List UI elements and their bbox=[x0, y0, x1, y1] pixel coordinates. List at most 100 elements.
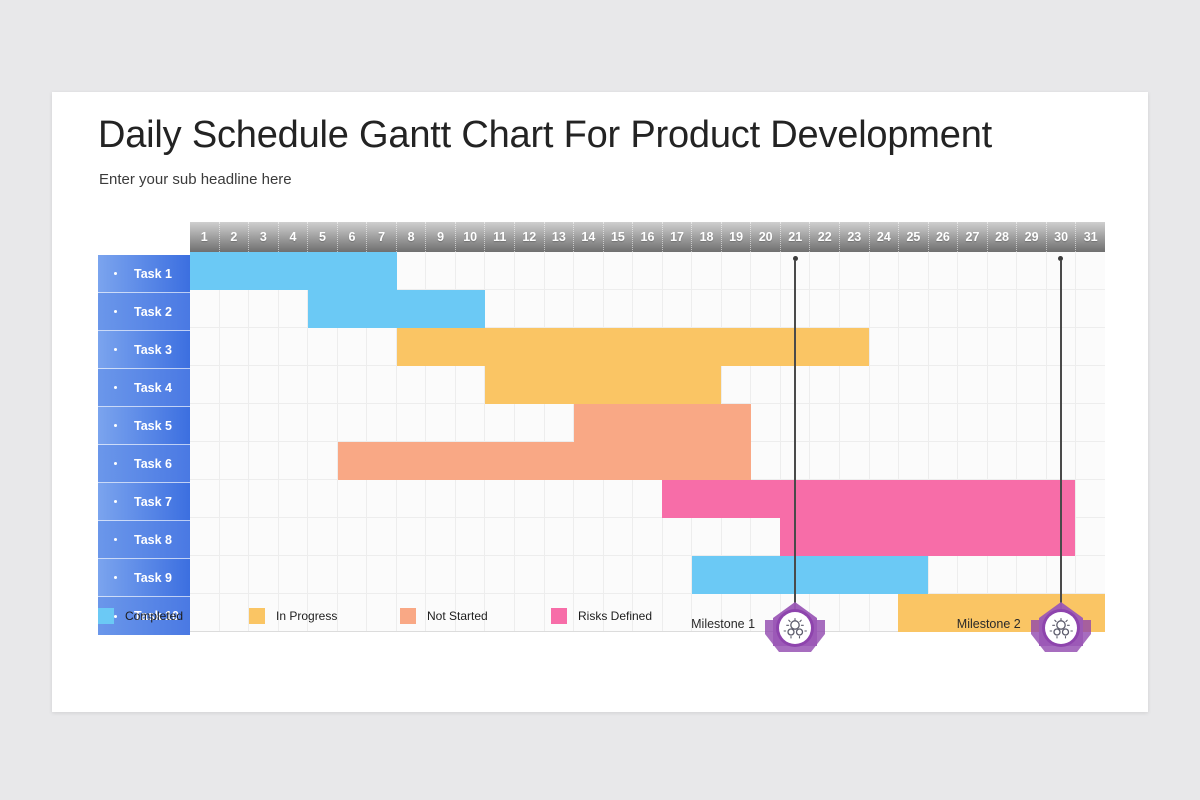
grid-cell bbox=[988, 290, 1018, 327]
grid-row bbox=[190, 556, 1105, 594]
grid-cell bbox=[426, 366, 456, 403]
grid-cell bbox=[604, 480, 634, 517]
day-header-cell-22: 22 bbox=[810, 222, 841, 252]
grid-cell bbox=[397, 556, 427, 593]
grid-row bbox=[190, 442, 1105, 480]
grid-cell bbox=[604, 252, 634, 289]
legend-item[interactable]: Risks Defined bbox=[551, 605, 652, 627]
grid-cell bbox=[220, 480, 250, 517]
grid-cell bbox=[338, 252, 368, 289]
grid-cell bbox=[190, 328, 220, 365]
grid-cell bbox=[1047, 328, 1077, 365]
grid-cell bbox=[308, 442, 338, 479]
grid-cell bbox=[485, 366, 516, 403]
grid-cell bbox=[604, 328, 634, 365]
grid-cell bbox=[633, 328, 663, 365]
grid-cell bbox=[545, 594, 575, 631]
grid-cell bbox=[426, 252, 456, 289]
grid-cell bbox=[545, 328, 575, 365]
grid-cell bbox=[988, 480, 1018, 517]
grid-cell bbox=[456, 556, 486, 593]
task-label-row[interactable]: Task 8 bbox=[98, 521, 190, 559]
day-header-cell-27: 27 bbox=[958, 222, 988, 252]
grid-cell bbox=[426, 556, 456, 593]
grid-cell bbox=[633, 252, 663, 289]
grid-cell bbox=[397, 404, 427, 441]
task-label-text: Task 10 bbox=[134, 609, 179, 623]
grid-cell bbox=[426, 442, 456, 479]
grid-cell bbox=[456, 518, 486, 555]
task-label-row[interactable]: Task 6 bbox=[98, 445, 190, 483]
grid-cell bbox=[1076, 252, 1105, 289]
grid-cell bbox=[958, 252, 988, 289]
grid-cell bbox=[870, 480, 900, 517]
grid-cell bbox=[279, 480, 309, 517]
grid-cell bbox=[663, 252, 693, 289]
day-header-cell-7: 7 bbox=[367, 222, 397, 252]
grid-cell bbox=[308, 328, 338, 365]
task-label-text: Task 5 bbox=[134, 418, 172, 433]
grid-cell bbox=[1076, 290, 1105, 327]
grid-cell bbox=[485, 442, 516, 479]
grid-cell bbox=[545, 366, 575, 403]
grid-cell bbox=[279, 518, 309, 555]
grid-cell bbox=[988, 404, 1018, 441]
task-label-row[interactable]: Task 3 bbox=[98, 331, 190, 369]
grid-cell bbox=[279, 594, 309, 631]
grid-cell bbox=[485, 556, 516, 593]
grid-cell bbox=[633, 442, 663, 479]
grid-cell bbox=[840, 442, 870, 479]
legend-item[interactable]: In Progress bbox=[249, 605, 337, 627]
grid-cell bbox=[456, 328, 486, 365]
legend-item[interactable]: Not Started bbox=[400, 605, 488, 627]
gantt-grid-area: 1 2 3 4 5 6 7 8 9 10 11 12 13 14 15 16 17 18 19 20 21 22 23 24 2… bbox=[190, 222, 1105, 632]
legend-swatch bbox=[400, 608, 416, 624]
task-label-column: Task 1 Task 2 Task 3 Task 4 Task 5 Task 6 Task… bbox=[98, 255, 190, 635]
grid-cell bbox=[190, 290, 220, 327]
grid-cell bbox=[515, 518, 545, 555]
task-label-text: Task 3 bbox=[134, 342, 172, 357]
grid-cell bbox=[426, 290, 456, 327]
grid-cell bbox=[515, 252, 545, 289]
task-label-row[interactable]: Task 2 bbox=[98, 293, 190, 331]
task-label-row[interactable]: Task 9 bbox=[98, 559, 190, 597]
legend-swatch bbox=[249, 608, 265, 624]
grid-cell bbox=[1017, 442, 1047, 479]
grid-cell bbox=[781, 290, 811, 327]
grid-cell bbox=[338, 404, 368, 441]
grid-cell bbox=[663, 404, 693, 441]
grid-cell bbox=[1017, 328, 1047, 365]
task-label-row[interactable]: Task 1 bbox=[98, 255, 190, 293]
task-label-text: Task 7 bbox=[134, 494, 172, 509]
grid-cell bbox=[633, 480, 663, 517]
grid-cell bbox=[722, 442, 752, 479]
grid-cell bbox=[397, 442, 427, 479]
grid-cell bbox=[249, 252, 279, 289]
grid-cell bbox=[367, 404, 397, 441]
grid-cell bbox=[722, 518, 752, 555]
grid-cell bbox=[1076, 328, 1105, 365]
grid-cell bbox=[988, 556, 1018, 593]
grid-cell bbox=[722, 290, 752, 327]
task-label-row[interactable]: Task 7 bbox=[98, 483, 190, 521]
bullet-icon bbox=[114, 614, 117, 618]
page-title: Daily Schedule Gantt Chart For Product D… bbox=[98, 114, 992, 156]
grid-cell bbox=[840, 480, 870, 517]
legend-item[interactable]: Completed bbox=[98, 605, 183, 627]
grid-cell bbox=[456, 480, 486, 517]
grid-cell bbox=[840, 366, 870, 403]
grid-cell bbox=[249, 556, 279, 593]
grid-cell bbox=[426, 404, 456, 441]
day-header-cell-12: 12 bbox=[515, 222, 545, 252]
grid-cell bbox=[397, 480, 427, 517]
grid-cell bbox=[692, 328, 722, 365]
day-header-cell-6: 6 bbox=[338, 222, 368, 252]
grid-cell bbox=[663, 290, 693, 327]
grid-cell bbox=[1047, 404, 1077, 441]
task-label-row[interactable]: Task 4 bbox=[98, 369, 190, 407]
grid-cell bbox=[899, 480, 929, 517]
grid-cell bbox=[545, 480, 575, 517]
grid-cell bbox=[249, 518, 279, 555]
grid-cell bbox=[929, 480, 959, 517]
task-label-row[interactable]: Task 5 bbox=[98, 407, 190, 445]
